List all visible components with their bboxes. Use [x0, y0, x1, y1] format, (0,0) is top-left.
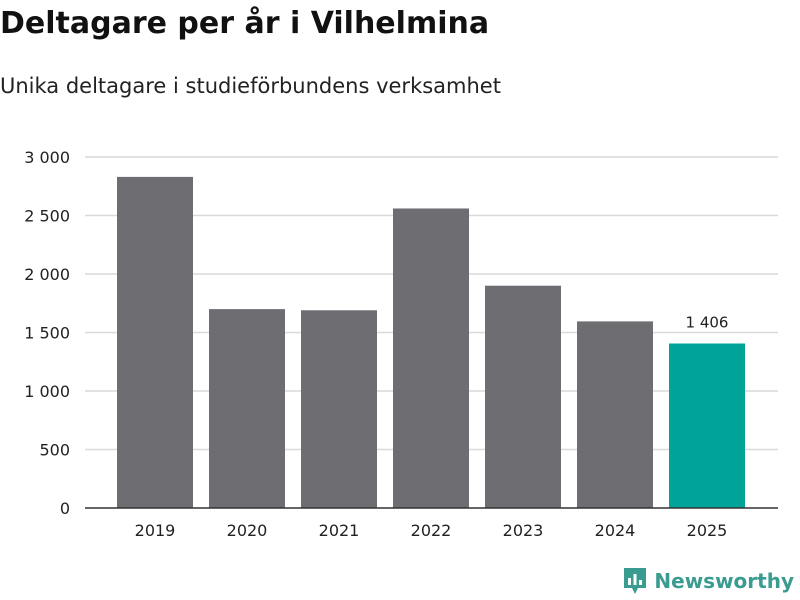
- y-tick-label: 0: [60, 499, 70, 518]
- newsworthy-logo: Newsworthy: [622, 566, 794, 596]
- bar-2023: [485, 285, 561, 508]
- chart-subtitle: Unika deltagare i studieförbundens verks…: [0, 74, 501, 98]
- bar-2020: [209, 309, 285, 508]
- bar-2025: [669, 343, 745, 508]
- data-labels: 1 406: [686, 313, 729, 331]
- x-tick-label: 2025: [687, 521, 728, 540]
- bar-2022: [393, 208, 469, 509]
- y-tick-label: 1 000: [24, 382, 70, 401]
- y-tick-label: 3 000: [24, 148, 70, 167]
- x-tick-label: 2022: [411, 521, 452, 540]
- x-tick-label: 2024: [595, 521, 636, 540]
- x-tick-label: 2019: [135, 521, 176, 540]
- y-tick-label: 1 500: [24, 324, 70, 343]
- x-axis-tick-labels: 2019 2020 2021 2022 2023 2024 2025: [135, 521, 728, 540]
- y-tick-label: 2 500: [24, 207, 70, 226]
- bar-2019: [117, 176, 193, 508]
- y-tick-label: 2 000: [24, 265, 70, 284]
- newsworthy-logo-icon: [624, 568, 647, 594]
- x-tick-label: 2020: [227, 521, 268, 540]
- x-tick-label: 2023: [503, 521, 544, 540]
- y-tick-label: 500: [39, 441, 70, 460]
- bars: [117, 176, 745, 509]
- brand-name: Newsworthy: [654, 569, 794, 593]
- y-axis-tick-labels: 0 500 1 000 1 500 2 000 2 500 3 000: [24, 148, 70, 518]
- data-label: 1 406: [686, 313, 729, 331]
- x-tick-label: 2021: [319, 521, 360, 540]
- bar-2024: [577, 321, 653, 508]
- chart-title: Deltagare per år i Vilhelmina: [0, 6, 490, 41]
- bar-2021: [301, 310, 377, 508]
